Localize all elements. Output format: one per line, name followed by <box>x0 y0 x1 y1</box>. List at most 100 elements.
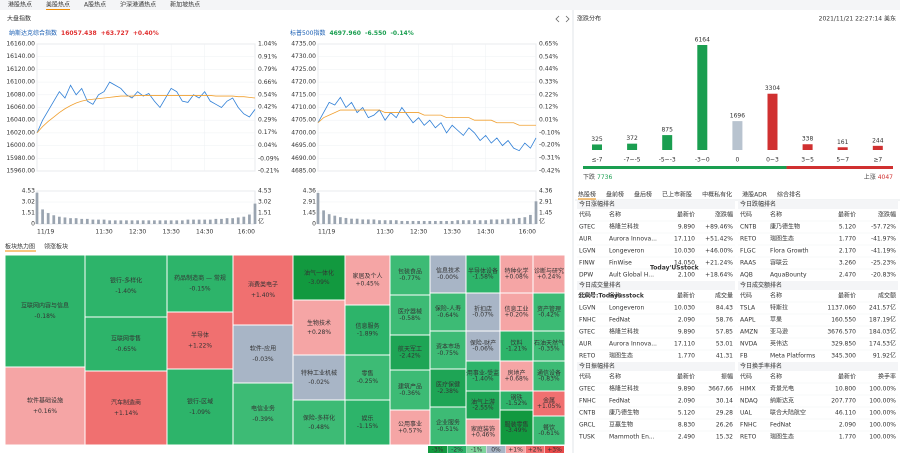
table-cell[interactable]: 瑞图生态 <box>770 433 794 441</box>
table-cell[interactable]: FINW <box>579 260 595 267</box>
table-cell[interactable]: AquaBounty <box>770 272 807 279</box>
table-cell[interactable]: AMZN <box>740 329 758 336</box>
table-cell[interactable]: 瑞图生态 <box>770 235 794 243</box>
heatmap-tile[interactable]: 半导体设备-1.58% <box>465 254 501 294</box>
table-cell[interactable]: GTEC <box>579 386 595 393</box>
heatmap-tile[interactable]: 保险-多样化 -0.48% <box>292 399 346 446</box>
heatmap-tile[interactable]: 药品制造商 — 常规 -0.15% <box>166 254 234 313</box>
table-cell[interactable]: CNTB <box>579 410 595 417</box>
table-cell[interactable]: FNHC <box>579 398 596 405</box>
heatmap-tile[interactable]: 航天军工-2.42% <box>389 334 431 371</box>
heatmap-tile[interactable]: 房地产+0.68% <box>499 360 534 392</box>
table-cell[interactable]: AUR <box>579 341 592 348</box>
table-cell[interactable]: FedNat <box>609 398 631 405</box>
table-cell[interactable]: LGVN <box>579 248 596 255</box>
heatmap-tile[interactable]: 生物技术 +0.28% <box>292 299 346 356</box>
rank-tab[interactable]: 已上市新股 <box>662 191 692 199</box>
heatmap-tile[interactable]: 金属+1.05% <box>532 390 566 417</box>
table-cell[interactable]: Longeveron <box>609 305 644 312</box>
top-tab[interactable]: A股热点 <box>84 1 106 9</box>
heatmap-tile[interactable]: 钢铁-1.52% <box>499 390 534 411</box>
table-cell[interactable]: RAAS <box>740 260 756 267</box>
heatmap-tile[interactable]: 保险-财产-0.06% <box>465 330 501 362</box>
table-cell[interactable]: 康乃德生物 <box>609 409 639 417</box>
heatmap-tile[interactable]: 石油天然气-0.35% <box>532 330 566 362</box>
table-cell[interactable]: 康乃德生物 <box>770 223 800 231</box>
top-tab[interactable]: 美股热点 <box>46 1 70 9</box>
table-cell[interactable]: AUR <box>579 236 592 243</box>
heatmap-tile[interactable]: 通信设备-0.83% <box>532 360 566 392</box>
heatmap-tile[interactable]: 医疗器械-0.58% <box>389 294 431 336</box>
table-cell[interactable]: FLGC <box>740 248 756 255</box>
table-cell[interactable]: Meta Platforms <box>770 353 815 360</box>
heatmap-tile[interactable]: 油气一体化 -3.09% <box>292 254 346 301</box>
table-cell[interactable]: 纳斯达克 <box>770 397 794 405</box>
rank-tab[interactable]: 综合排名 <box>777 191 801 199</box>
heatmap-tile[interactable]: 消费类电子 +1.40% <box>232 254 294 326</box>
table-cell[interactable]: GRCL <box>579 422 596 429</box>
table-cell[interactable]: Aurora Innova... <box>609 236 657 243</box>
table-cell[interactable]: 奇景光电 <box>770 385 794 393</box>
heatmap-tile[interactable]: 特种化学+0.08% <box>499 254 534 294</box>
table-cell[interactable]: AAPL <box>740 317 756 324</box>
heatmap-tile[interactable]: 保险-人寿-0.64% <box>429 292 467 332</box>
heatmap-tile[interactable]: 信息技术-0.00% <box>429 254 467 294</box>
table-cell[interactable]: Flora Growth <box>770 248 809 255</box>
heatmap-tile[interactable]: 家居及个人+0.45% <box>344 254 391 306</box>
table-cell[interactable]: AQB <box>740 272 753 279</box>
table-cell[interactable]: HIMX <box>740 386 756 393</box>
heatmap-tile[interactable]: 餐饮-0.61% <box>532 415 566 446</box>
table-cell[interactable]: Aurora Innova... <box>609 341 657 348</box>
table-cell[interactable]: 格隆兰科技 <box>609 223 639 231</box>
rank-tab[interactable]: 港股ADR <box>742 191 767 199</box>
table-cell[interactable]: FinWise <box>609 260 632 267</box>
table-cell[interactable]: DPW <box>579 272 593 279</box>
table-cell[interactable]: Mammoth En... <box>609 434 655 441</box>
table-cell[interactable]: LGVN <box>579 305 596 312</box>
heatmap-tile[interactable]: 企业服务-0.51% <box>429 406 467 446</box>
heatmap-tile[interactable]: 资本市场-0.75% <box>429 330 467 370</box>
table-cell[interactable]: TUSK <box>578 434 596 441</box>
table-cell[interactable]: TSLA <box>739 305 756 312</box>
top-tab[interactable]: 新加坡热点 <box>170 1 200 9</box>
heatmap-tile[interactable]: 医疗保健-2.38% <box>429 368 467 408</box>
top-tab[interactable]: 沪深港通热点 <box>120 1 156 9</box>
table-cell[interactable]: 苹果 <box>770 316 782 324</box>
heatmap-tile[interactable]: 油气上游-2.55% <box>465 390 501 420</box>
heatmap-tile[interactable]: 汽车制造商 +1.14% <box>84 370 168 446</box>
heatmap-tile[interactable]: 包装食品-0.77% <box>389 254 431 296</box>
heatmap-tile[interactable]: 折扣店-0.07% <box>465 292 501 332</box>
table-cell[interactable]: 容联云 <box>770 259 788 267</box>
table-cell[interactable]: 格隆兰科技 <box>609 385 639 393</box>
table-cell[interactable]: NVDA <box>740 341 758 348</box>
heatmap-tile[interactable]: 互联网内容与信息 -0.18% <box>4 254 86 368</box>
table-cell[interactable]: 豆赢生物 <box>609 421 633 429</box>
heatmap-tile[interactable]: 特种工业机械 -0.02% <box>292 354 346 401</box>
heatmap-tile[interactable]: 家庭装饰+0.46% <box>465 418 501 446</box>
table-cell[interactable]: CNTB <box>740 224 756 231</box>
heatmap-tile[interactable]: 饮料-1.21% <box>499 330 534 362</box>
heatmap-tab[interactable]: 板块热力图 <box>5 243 35 251</box>
table-cell[interactable]: GTEC <box>579 224 595 231</box>
table-cell[interactable]: UAL <box>740 410 752 417</box>
heatmap-tile[interactable]: 公用事业+0.57% <box>389 409 431 446</box>
top-tab[interactable]: 港股热点 <box>8 1 32 9</box>
table-cell[interactable]: RETO <box>579 353 596 360</box>
table-cell[interactable]: 特斯拉 <box>770 304 788 312</box>
heatmap-tile[interactable]: 诊断与研究+0.24% <box>532 254 566 294</box>
heatmap-tile[interactable]: 银行-区域 -1.09% <box>166 368 234 446</box>
heatmap-tile[interactable]: 半导体 +1.22% <box>166 311 234 370</box>
table-cell[interactable]: 英伟达 <box>770 340 788 348</box>
heatmap-tile[interactable]: 软件-应用 -0.03% <box>232 324 294 384</box>
heatmap-tile[interactable]: 电信业务 -0.39% <box>232 382 294 446</box>
table-cell[interactable]: FNHC <box>579 317 596 324</box>
heatmap-tile[interactable]: 服装零售-3.49% <box>499 409 534 446</box>
table-cell[interactable]: RETO <box>740 236 757 243</box>
rank-tab[interactable]: 中概私有化 <box>702 191 732 199</box>
heatmap-tile[interactable]: 零售-0.25% <box>344 354 391 401</box>
table-cell[interactable]: RETO <box>740 434 757 441</box>
table-cell[interactable]: Longeveron <box>609 248 644 255</box>
heatmap-tile[interactable]: 互联网零售 -0.65% <box>84 316 168 372</box>
heatmap-tile[interactable]: 资产管理-0.42% <box>532 292 566 332</box>
heatmap-tile[interactable]: 娱乐-1.15% <box>344 399 391 446</box>
